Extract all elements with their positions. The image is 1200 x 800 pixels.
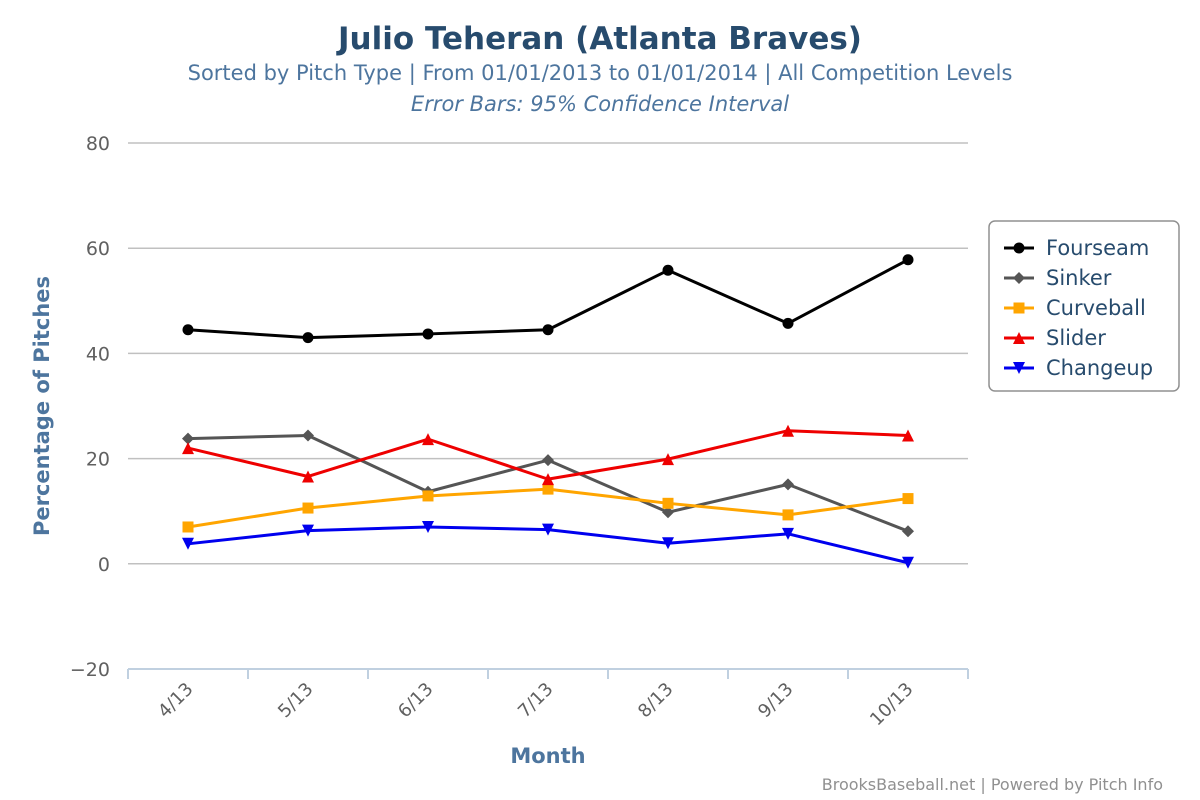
slider-point[interactable] — [902, 429, 914, 442]
curveball-point[interactable] — [662, 497, 674, 509]
curveball-point[interactable] — [782, 509, 794, 521]
y-tick-label: −20 — [70, 659, 110, 681]
credits[interactable]: BrooksBaseball.net | Powered by Pitch In… — [822, 775, 1163, 794]
x-tick-label: 4/13 — [154, 679, 197, 722]
slider-point[interactable] — [542, 473, 554, 486]
fourseam-point[interactable] — [182, 324, 194, 336]
slider-point[interactable] — [662, 453, 674, 466]
legend-marker-fourseam — [1013, 242, 1025, 254]
series-slider — [182, 424, 914, 486]
y-tick-label: 80 — [86, 133, 110, 155]
curveball-point[interactable] — [542, 483, 554, 495]
x-tick-label: 10/13 — [866, 679, 918, 731]
changeup-point[interactable] — [782, 527, 794, 540]
legend-item-curveball[interactable]: Curveball — [1004, 296, 1146, 320]
legend-box — [988, 220, 1180, 392]
changeup-point[interactable] — [182, 537, 194, 550]
series-sinker — [182, 429, 914, 538]
fourseam-point[interactable] — [422, 328, 434, 340]
x-axis: 4/13 5/13 6/13 7/13 8/13 9/13 10/13 — [127, 668, 969, 731]
x-tick-label: 8/13 — [634, 679, 677, 722]
y-tick-label: 20 — [86, 449, 110, 471]
legend-item-changeup[interactable]: Changeup — [1004, 356, 1153, 380]
legend-item-sinker[interactable]: Sinker — [1004, 266, 1112, 290]
fourseam-point[interactable] — [902, 254, 914, 266]
changeup-point[interactable] — [542, 523, 554, 536]
x-tick-label: 5/13 — [274, 679, 317, 722]
x-tick-label: 9/13 — [754, 679, 797, 722]
changeup-point[interactable] — [302, 524, 314, 537]
sinker-point[interactable] — [182, 432, 194, 445]
grid — [128, 142, 968, 565]
x-axis-title: Month — [510, 744, 585, 768]
x-tick-label: 6/13 — [394, 679, 437, 722]
legend-marker-curveball — [1013, 302, 1025, 314]
slider-point[interactable] — [782, 424, 794, 437]
slider-point[interactable] — [182, 442, 194, 455]
legend-marker-slider — [1013, 332, 1025, 344]
sinker-point[interactable] — [662, 506, 674, 519]
legend-marker-sinker — [1013, 272, 1025, 284]
slider-point[interactable] — [302, 470, 314, 483]
slider-point[interactable] — [422, 433, 434, 446]
legend[interactable]: Fourseam Sinker Curveball Slider Changeup — [988, 220, 1180, 392]
sinker-point[interactable] — [902, 525, 914, 538]
fourseam-point[interactable] — [782, 317, 794, 329]
chart-subtitle: Sorted by Pitch Type | From 01/01/2013 t… — [188, 61, 1013, 86]
legend-marker-changeup — [1013, 362, 1025, 374]
curveball-point[interactable] — [302, 502, 314, 514]
curveball-point[interactable] — [902, 493, 914, 505]
fourseam-point[interactable] — [662, 264, 674, 276]
sinker-point[interactable] — [782, 478, 794, 491]
legend-label: Changeup — [1046, 356, 1153, 380]
legend-label: Slider — [1046, 326, 1106, 350]
legend-label: Curveball — [1046, 296, 1146, 320]
series-fourseam — [182, 254, 914, 344]
legend-item-fourseam[interactable]: Fourseam — [1004, 236, 1149, 260]
y-tick-label: 40 — [86, 343, 110, 365]
curveball-point[interactable] — [182, 521, 194, 533]
changeup-point[interactable] — [902, 556, 914, 569]
series-changeup — [182, 520, 914, 569]
series-curveball — [182, 483, 914, 533]
legend-label: Fourseam — [1046, 236, 1149, 260]
chart-subtitle-error-bars: Error Bars: 95% Confidence Interval — [411, 92, 789, 116]
x-tick-label: 7/13 — [514, 679, 557, 722]
y-axis-title: Percentage of Pitches — [30, 276, 54, 536]
series-group — [182, 254, 914, 569]
chart-title: Julio Teheran (Atlanta Braves) — [336, 21, 862, 57]
y-tick-label: 0 — [98, 554, 110, 576]
legend-item-slider[interactable]: Slider — [1004, 326, 1106, 350]
series-line-curveball — [187, 487, 909, 529]
y-tick-label: 60 — [86, 238, 110, 260]
fourseam-point[interactable] — [302, 332, 314, 344]
fourseam-point[interactable] — [542, 324, 554, 336]
sinker-point[interactable] — [302, 429, 314, 442]
changeup-point[interactable] — [662, 537, 674, 550]
changeup-point[interactable] — [422, 520, 434, 533]
legend-label: Sinker — [1046, 266, 1112, 290]
sinker-point[interactable] — [542, 454, 554, 467]
curveball-point[interactable] — [422, 490, 434, 502]
y-axis-ticks: −20 0 20 40 60 80 — [70, 133, 110, 681]
